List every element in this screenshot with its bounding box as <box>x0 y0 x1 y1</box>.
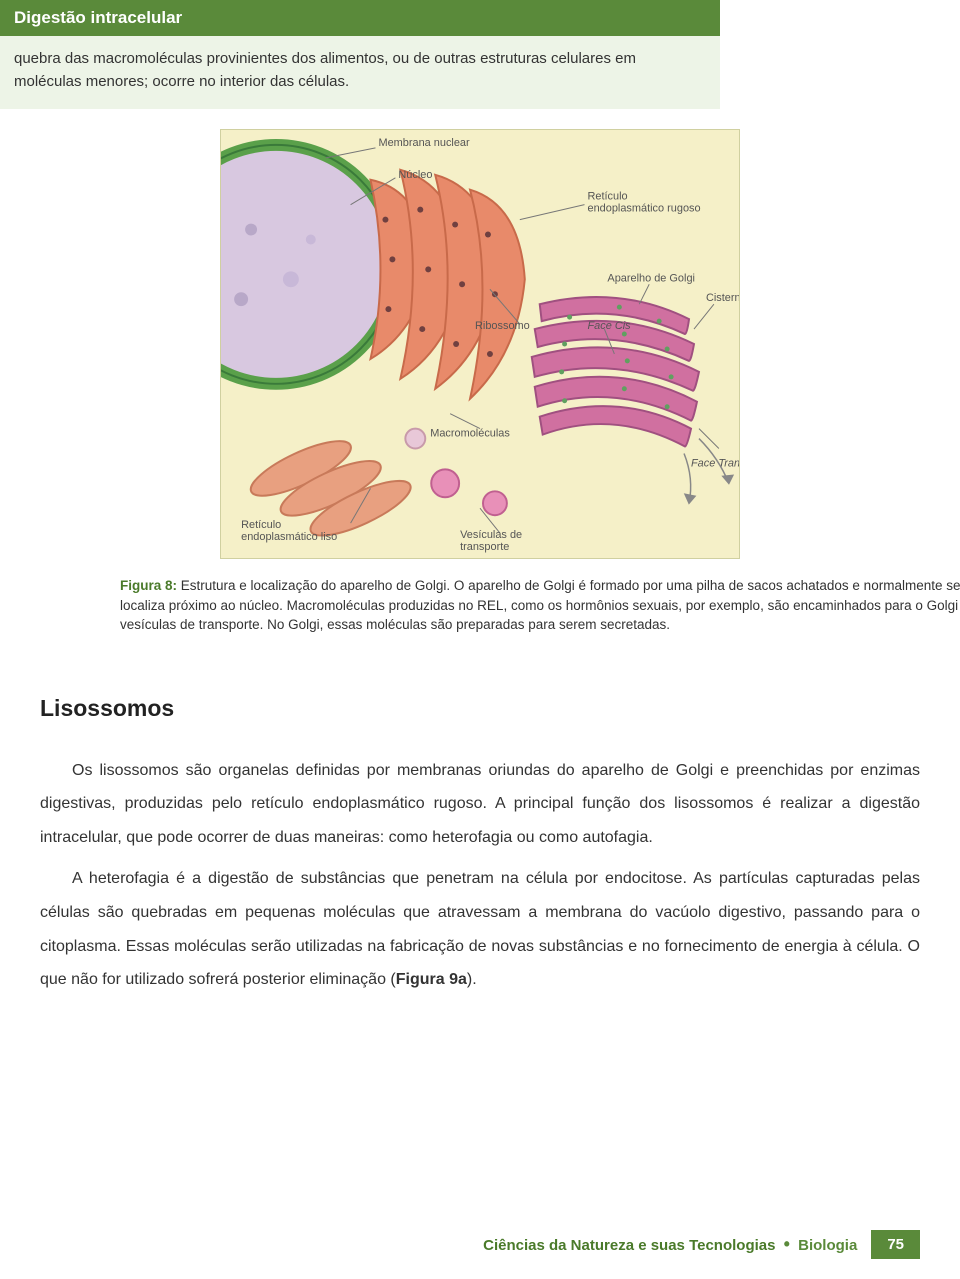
label-aparelho-golgi: Aparelho de Golgi <box>607 272 695 284</box>
page-number: 75 <box>871 1230 920 1259</box>
paragraph-2: A heterofagia é a digestão de substância… <box>40 862 920 996</box>
page-footer: Ciências da Natureza e suas Tecnologias … <box>483 1230 920 1259</box>
callout-header: Digestão intracelular <box>0 0 720 36</box>
figure-caption-label: Figura 8: <box>120 578 177 593</box>
paragraph-2-bold: Figura 9a <box>396 971 467 988</box>
label-nucleo: Núcleo <box>398 169 432 181</box>
label-face-trans: Face Trans <box>691 457 740 469</box>
callout-body: quebra das macromoléculas provinientes d… <box>0 36 720 109</box>
cell-diagram: Membrana nuclear Núcleo Retículo endopla… <box>220 129 740 559</box>
paragraph-2-b: ). <box>467 971 477 988</box>
figure-caption: Figura 8: Estrutura e localização do apa… <box>120 576 960 635</box>
label-face-cis: Face Cis <box>587 320 631 332</box>
callout-box: Digestão intracelular quebra das macromo… <box>0 0 720 109</box>
paragraph-2-a: A heterofagia é a digestão de substância… <box>40 870 920 988</box>
footer-main: Ciências da Natureza e suas Tecnologias <box>483 1237 775 1254</box>
label-cisternas: Cisternas <box>706 292 740 304</box>
footer-subject: Biologia <box>798 1237 857 1254</box>
body-text: Os lisossomos são organelas definidas po… <box>40 754 920 997</box>
footer-text: Ciências da Natureza e suas Tecnologias … <box>483 1234 857 1255</box>
paragraph-1: Os lisossomos são organelas definidas po… <box>40 754 920 855</box>
figure-caption-text: Estrutura e localização do aparelho de G… <box>120 578 960 632</box>
label-macromoleculas: Macromoléculas <box>430 428 510 440</box>
figure-container: Membrana nuclear Núcleo Retículo endopla… <box>120 129 840 635</box>
section-heading-lisossomos: Lisossomos <box>40 695 960 722</box>
label-membrana-nuclear: Membrana nuclear <box>378 137 470 149</box>
label-ribossomo: Ribossomo <box>475 320 530 332</box>
footer-dot-icon: • <box>784 1234 790 1254</box>
